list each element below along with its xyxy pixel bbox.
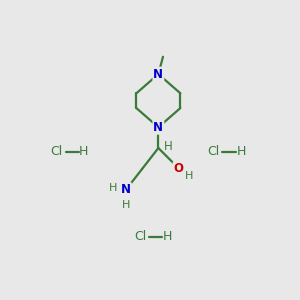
Text: O: O	[173, 162, 184, 175]
Text: H: H	[164, 140, 173, 153]
Text: H: H	[122, 200, 130, 210]
Text: H: H	[185, 171, 193, 181]
Text: N: N	[153, 68, 164, 81]
Text: H: H	[237, 145, 246, 158]
Text: Cl: Cl	[51, 145, 63, 158]
Text: H: H	[163, 230, 172, 244]
Text: Cl: Cl	[208, 145, 220, 158]
Text: N: N	[153, 121, 164, 134]
Text: H: H	[79, 145, 88, 158]
Text: N: N	[121, 183, 131, 196]
Text: H: H	[109, 184, 117, 194]
Text: Cl: Cl	[134, 230, 146, 244]
